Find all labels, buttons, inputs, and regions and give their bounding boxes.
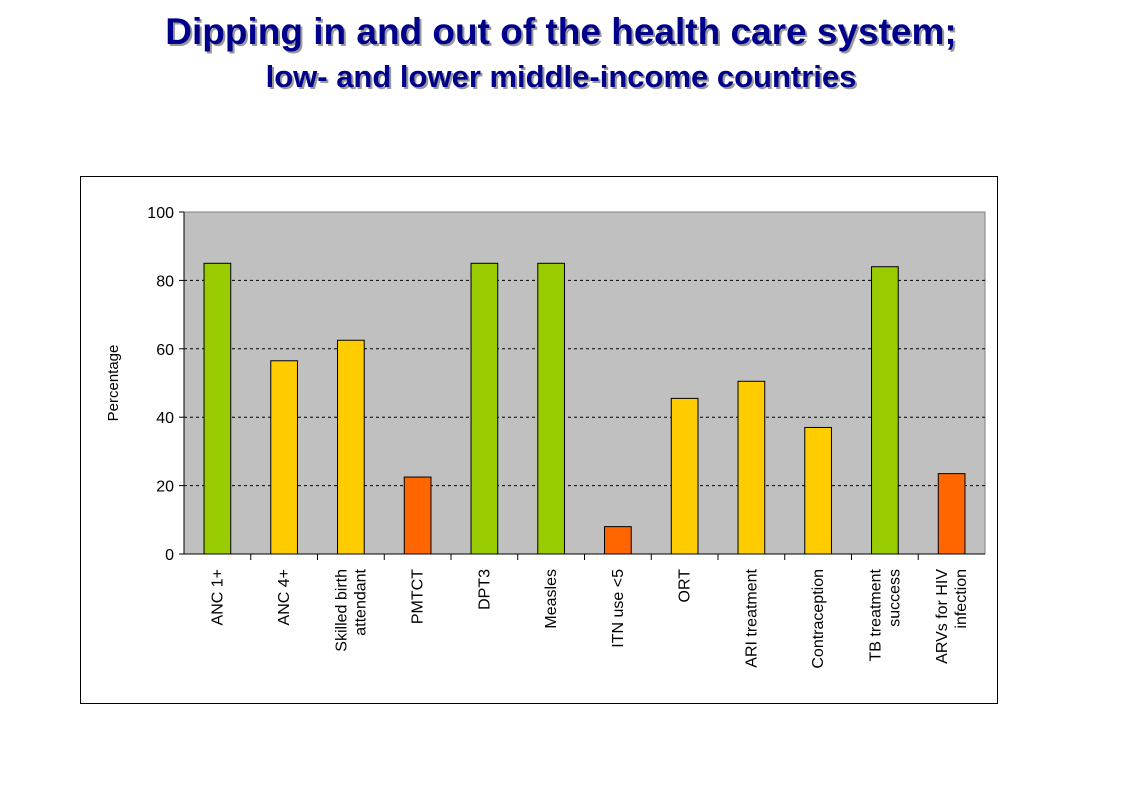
- y-tick-label: 60: [156, 342, 174, 359]
- bar: [537, 262, 565, 555]
- y-axis-title: Percentage: [105, 345, 122, 422]
- plot-area: [183, 211, 986, 555]
- y-tick-label: 100: [147, 205, 174, 222]
- bar: [937, 473, 966, 555]
- bar: [871, 266, 899, 555]
- bar: [604, 526, 632, 555]
- chart-frame: 0 20 40 60 80 100 Percentage ANC 1+ ANC 4+ Skille…: [80, 176, 998, 704]
- bar: [270, 360, 298, 555]
- category-label: success: [886, 569, 903, 627]
- category-label: Skilled birth: [333, 569, 350, 652]
- category-label: attendant: [352, 568, 369, 635]
- category-label: PMTCT: [410, 569, 427, 624]
- bar: [337, 339, 365, 555]
- category-label: ARI treatment: [743, 568, 760, 667]
- bar: [470, 262, 499, 555]
- title-block: Dipping in and out of the health care sy…: [0, 8, 1122, 98]
- category-label: Contraception: [810, 569, 827, 669]
- bar: [403, 476, 432, 555]
- category-label: ITN use <5: [610, 569, 627, 648]
- y-tick-label: 0: [165, 547, 174, 564]
- slide-title: Dipping in and out of the health care sy…: [165, 11, 957, 52]
- bar: [203, 262, 232, 555]
- category-label: ANC 4+: [276, 569, 293, 625]
- bar: [737, 380, 766, 555]
- category-label: ANC 1+: [209, 569, 226, 625]
- y-tick-label: 20: [156, 479, 174, 496]
- category-label: ARVs for HIV: [934, 569, 951, 664]
- bar: [804, 426, 832, 555]
- category-label: infection: [953, 569, 970, 629]
- y-tick-label: 40: [156, 410, 174, 427]
- category-label: ORT: [677, 569, 694, 603]
- category-label: DPT3: [476, 569, 493, 610]
- category-label: Measles: [543, 569, 560, 629]
- bar: [670, 397, 699, 555]
- bar-chart: 0 20 40 60 80 100 Percentage ANC 1+ ANC 4+ Skille…: [105, 205, 986, 669]
- y-tick-label: 80: [156, 273, 174, 290]
- category-label: TB treatment: [867, 568, 884, 661]
- slide-subtitle: low- and lower middle-income countries: [265, 59, 857, 94]
